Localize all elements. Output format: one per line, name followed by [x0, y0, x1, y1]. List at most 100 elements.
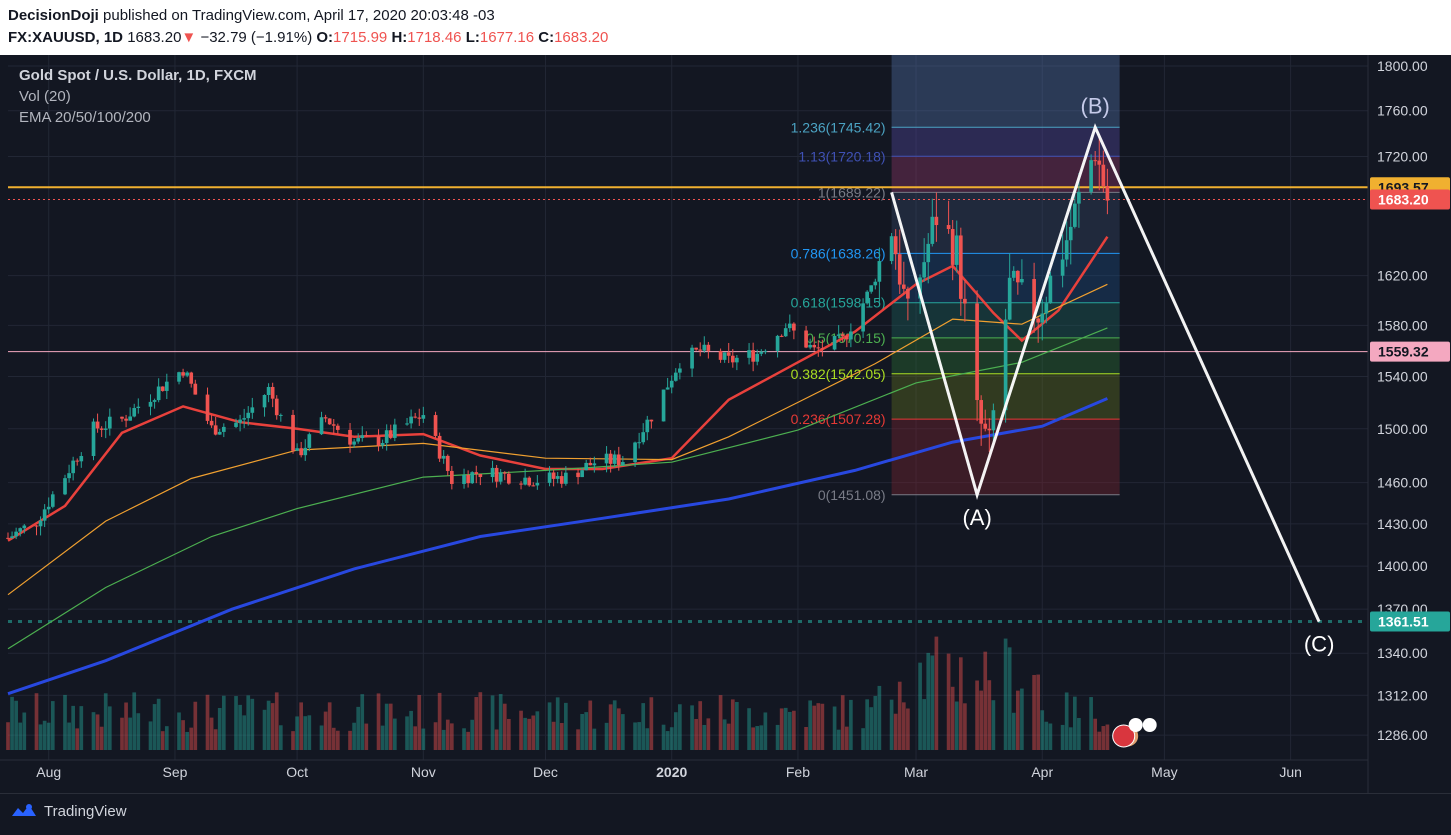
- volume-bar: [18, 722, 23, 750]
- volume-bar: [1064, 692, 1069, 750]
- candle-body: [673, 372, 678, 381]
- volume-bar: [669, 727, 674, 750]
- candle-body: [987, 428, 992, 431]
- price-chart[interactable]: 1.236(1745.42) 1.13(1720.18) 1(1689.22) 0.7…: [0, 55, 1451, 793]
- candle-body: [433, 415, 438, 436]
- candle-body: [193, 383, 198, 395]
- candle-body: [1097, 160, 1102, 165]
- volume-bar: [303, 716, 308, 750]
- candle-body: [958, 235, 963, 299]
- volume-bar: [775, 724, 780, 750]
- volume-bar: [958, 657, 963, 750]
- candle-body: [718, 350, 723, 360]
- volume-bar: [877, 685, 882, 750]
- time-tick-label: 2020: [656, 764, 687, 780]
- candle-body: [46, 506, 51, 510]
- candle-body: [295, 448, 299, 451]
- tradingview-brand: TradingView: [44, 802, 127, 820]
- candle-body: [246, 412, 251, 419]
- candle-body: [840, 334, 845, 337]
- volume-bar: [584, 712, 589, 750]
- candle-body: [262, 395, 267, 408]
- volume-bar: [918, 662, 922, 750]
- legend-ema[interactable]: EMA 20/50/100/200: [19, 109, 151, 126]
- candle-body: [462, 474, 466, 484]
- candle-body: [604, 453, 609, 464]
- volume-bar: [384, 703, 389, 750]
- volume-bar: [34, 693, 39, 750]
- tradingview-logo[interactable]: TradingView: [10, 802, 127, 820]
- volume-bar: [922, 699, 926, 750]
- symbol-name: FX:XAUUSD, 1D: [8, 29, 124, 46]
- volume-bar: [213, 729, 218, 750]
- candle-body: [1011, 270, 1016, 278]
- volume-bar: [507, 718, 511, 750]
- volume-bar: [136, 713, 141, 750]
- legend-vol[interactable]: Vol (20): [19, 88, 71, 105]
- candle-body: [930, 216, 935, 244]
- volume-bar: [763, 712, 768, 750]
- candle-body: [205, 394, 210, 421]
- down-arrow-icon: ▼: [181, 29, 197, 46]
- volume-bar: [637, 722, 641, 750]
- volume-bar: [527, 718, 532, 750]
- volume-bar: [380, 725, 385, 750]
- time-tick-label: Apr: [1031, 764, 1053, 780]
- volume-bar: [319, 725, 324, 750]
- volume-bar: [588, 700, 593, 750]
- candle-body: [181, 372, 185, 376]
- candle-body: [14, 531, 18, 537]
- fib-level-label: 1.13(1720.18): [798, 148, 885, 164]
- candle-body: [804, 330, 808, 348]
- candle-body: [164, 381, 169, 391]
- candle-body: [694, 347, 698, 350]
- volume-bar: [1097, 731, 1102, 750]
- volume-bar: [816, 703, 821, 750]
- volume-bar: [356, 706, 361, 750]
- volume-bar: [779, 708, 784, 750]
- publisher-name[interactable]: DecisionDoji: [8, 7, 99, 24]
- candle-body: [42, 509, 47, 521]
- volume-bar: [63, 694, 67, 750]
- price-tick-label: 1540.00: [1377, 368, 1428, 384]
- volume-bar: [409, 710, 413, 750]
- candle-body: [450, 470, 454, 484]
- candle-body: [38, 520, 43, 527]
- candle-body: [498, 472, 503, 482]
- candle-body: [901, 284, 906, 289]
- volume-bar: [1003, 638, 1008, 750]
- candle-body: [209, 420, 214, 426]
- candle-body: [735, 357, 739, 363]
- candle-body: [63, 478, 67, 495]
- volume-bar: [38, 724, 43, 750]
- candle-body: [441, 455, 446, 459]
- candle-body: [849, 331, 853, 340]
- candle-body: [869, 285, 874, 292]
- volume-bar: [99, 726, 104, 750]
- candle-body: [645, 419, 650, 433]
- fib-zone: [891, 192, 1120, 254]
- volume-bar: [755, 726, 760, 750]
- candle-body: [1068, 226, 1073, 241]
- chart-area[interactable]: 1.236(1745.42) 1.13(1720.18) 1(1689.22) 0.7…: [0, 55, 1451, 793]
- candle-body: [250, 407, 255, 413]
- candle-body: [470, 472, 475, 484]
- volume-bar: [580, 713, 584, 750]
- candle-body: [238, 419, 242, 423]
- published-text: published on TradingView.com, April 17, …: [103, 7, 495, 24]
- volume-bar: [889, 699, 894, 750]
- candle-body: [79, 456, 84, 462]
- price-tick-label: 1430.00: [1377, 516, 1428, 532]
- volume-bar: [388, 703, 393, 750]
- candle-body: [34, 525, 39, 527]
- volume-bar: [649, 697, 654, 750]
- candle-body: [507, 473, 511, 484]
- candle-body: [364, 435, 369, 437]
- volume-bar: [185, 731, 189, 750]
- candle-body: [763, 350, 768, 352]
- volume-bar: [209, 717, 214, 750]
- volume-bar: [808, 700, 812, 750]
- candle-body: [392, 424, 397, 438]
- volume-bar: [559, 723, 564, 750]
- candle-body: [474, 472, 479, 474]
